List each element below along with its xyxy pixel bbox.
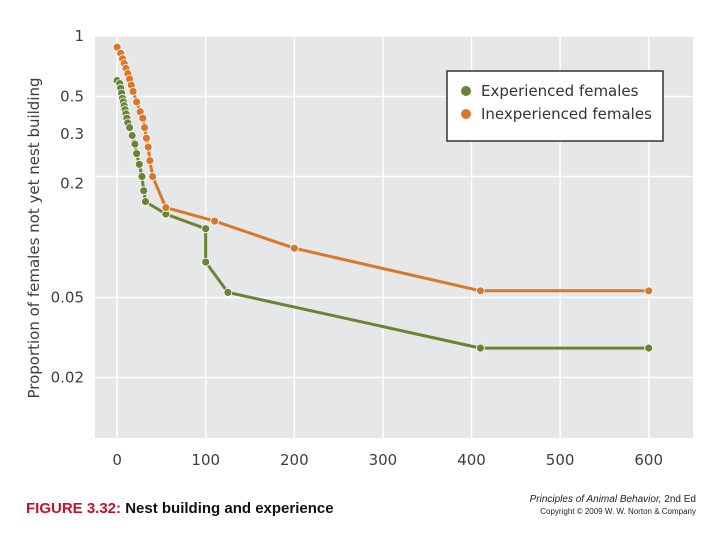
legend-marker-inexperienced <box>461 109 471 119</box>
y-tick-label: 0.2 <box>60 174 84 192</box>
y-tick-label: 0.3 <box>60 125 84 143</box>
data-point <box>201 224 211 234</box>
x-tick-label: 300 <box>369 451 398 469</box>
legend-label-inexperienced: Inexperienced females <box>481 105 652 123</box>
data-point <box>148 172 158 181</box>
x-tick-label: 600 <box>634 451 663 469</box>
data-point <box>140 123 150 132</box>
y-axis-label: Proportion of females not yet nest build… <box>25 77 43 398</box>
data-point <box>141 133 151 143</box>
legend-marker-experienced <box>461 86 471 96</box>
data-point <box>644 343 654 353</box>
series-layer <box>112 42 654 353</box>
y-tick-label: 0.5 <box>60 88 84 106</box>
data-point <box>475 343 485 353</box>
data-point <box>138 113 148 123</box>
data-point <box>161 203 171 213</box>
y-tick-labels: 1 0.5 0.3 0.2 0.05 0.02 <box>51 27 84 386</box>
legend-box <box>446 70 664 142</box>
data-point <box>130 139 140 149</box>
x-tick-label: 100 <box>191 451 220 469</box>
x-tick-labels: 0 100 200 300 400 500 600 <box>112 451 663 469</box>
figure-number: FIGURE 3.32: <box>26 500 122 517</box>
figure-title: Nest building and experience <box>125 500 334 517</box>
y-tick-label: 1 <box>74 27 84 45</box>
data-point <box>134 159 144 169</box>
y-tick-label: 0.05 <box>51 289 84 307</box>
x-tick-label: 200 <box>280 451 309 469</box>
book-title: Principles of Animal Behavior, <box>529 494 662 505</box>
data-point <box>644 286 654 296</box>
x-tick-label: 500 <box>546 451 575 469</box>
legend-label-experienced: Experienced females <box>481 82 639 100</box>
data-point <box>137 172 147 181</box>
data-point <box>139 186 149 196</box>
data-point <box>141 197 150 207</box>
book-edition: 2nd Ed <box>664 494 696 505</box>
credit-block: Principles of Animal Behavior, 2nd Ed Co… <box>530 494 696 516</box>
data-point <box>210 216 220 226</box>
data-point <box>125 123 135 132</box>
data-point <box>145 156 155 166</box>
data-point <box>132 97 142 107</box>
data-point <box>223 287 233 297</box>
x-tick-label: 0 <box>112 451 122 469</box>
x-tick-label: 400 <box>457 451 486 469</box>
data-point <box>127 131 137 140</box>
book-credit: Principles of Animal Behavior, 2nd Ed <box>530 494 696 505</box>
legend: Experienced females Inexperienced female… <box>446 70 664 142</box>
copyright-text: Copyright © 2009 W. W. Norton & Company <box>540 507 696 516</box>
data-point <box>201 257 211 267</box>
data-point <box>132 149 142 159</box>
data-point <box>143 142 153 152</box>
data-point <box>475 286 485 296</box>
data-point <box>128 87 138 96</box>
figure-caption: FIGURE 3.32: Nest building and experienc… <box>26 500 334 517</box>
data-point <box>289 243 299 253</box>
y-tick-label: 0.02 <box>51 368 84 386</box>
chart: 0 100 200 300 400 500 600 1 0.5 0.3 0.2 0.05 0.02 P… <box>25 27 693 469</box>
